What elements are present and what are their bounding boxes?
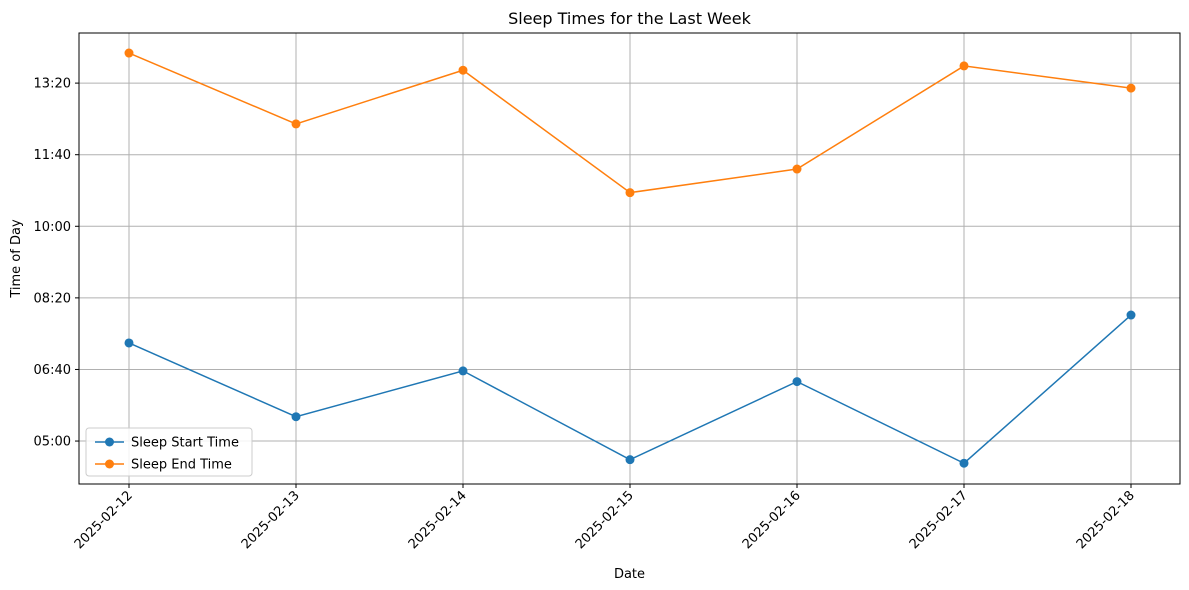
x-tick-label: 2025-02-18	[1074, 488, 1138, 552]
x-axis-label: Date	[614, 567, 645, 582]
y-tick-label: 05:00	[34, 435, 71, 450]
chart-title: Sleep Times for the Last Week	[508, 9, 752, 28]
x-tick-label: 2025-02-15	[573, 488, 637, 552]
x-tick-label: 2025-02-14	[406, 488, 470, 552]
x-tick-label: 2025-02-13	[239, 488, 303, 552]
y-axis-ticks: 05:00 06:40 08:20 10:00 11:40 13:20	[34, 77, 79, 450]
legend-marker-start	[105, 437, 114, 447]
grid-layer	[79, 33, 1180, 484]
y-tick-label: 11:40	[34, 148, 71, 163]
sleep-end-time-point	[959, 61, 969, 71]
y-tick-label: 13:20	[34, 77, 71, 92]
legend-label-end: Sleep End Time	[131, 458, 232, 473]
sleep-end-time-point	[458, 65, 468, 75]
y-tick-label: 08:20	[34, 291, 71, 306]
sleep-end-time-point	[625, 188, 635, 198]
series-layer	[124, 48, 1136, 468]
sleep-start-time-point	[458, 366, 468, 376]
legend-marker-end	[105, 459, 114, 469]
legend-label-start: Sleep Start Time	[131, 436, 239, 451]
y-tick-label: 06:40	[34, 363, 71, 378]
sleep-end-time-point	[291, 119, 301, 129]
sleep-end-time-point	[124, 48, 134, 58]
sleep-start-time-point	[625, 455, 635, 465]
y-tick-label: 10:00	[34, 220, 71, 235]
sleep-start-time-point	[1126, 310, 1136, 320]
sleep-start-time-point	[959, 458, 969, 468]
sleep-start-time-point	[124, 338, 134, 348]
x-tick-label: 2025-02-12	[72, 488, 136, 552]
legend-box	[85, 427, 253, 477]
x-tick-label: 2025-02-17	[907, 488, 971, 552]
y-axis-label: Time of Day	[9, 219, 24, 299]
sleep-start-time-point	[291, 412, 301, 422]
x-tick-label: 2025-02-16	[740, 488, 804, 552]
sleep-start-time-point	[792, 377, 802, 387]
sleep-end-time-point	[1126, 83, 1136, 93]
legend: Sleep Start Time Sleep End Time	[85, 427, 253, 477]
x-axis-ticks: 2025-02-12 2025-02-13 2025-02-14 2025-02-15…	[72, 484, 1138, 552]
sleep-end-time-point	[792, 164, 802, 174]
